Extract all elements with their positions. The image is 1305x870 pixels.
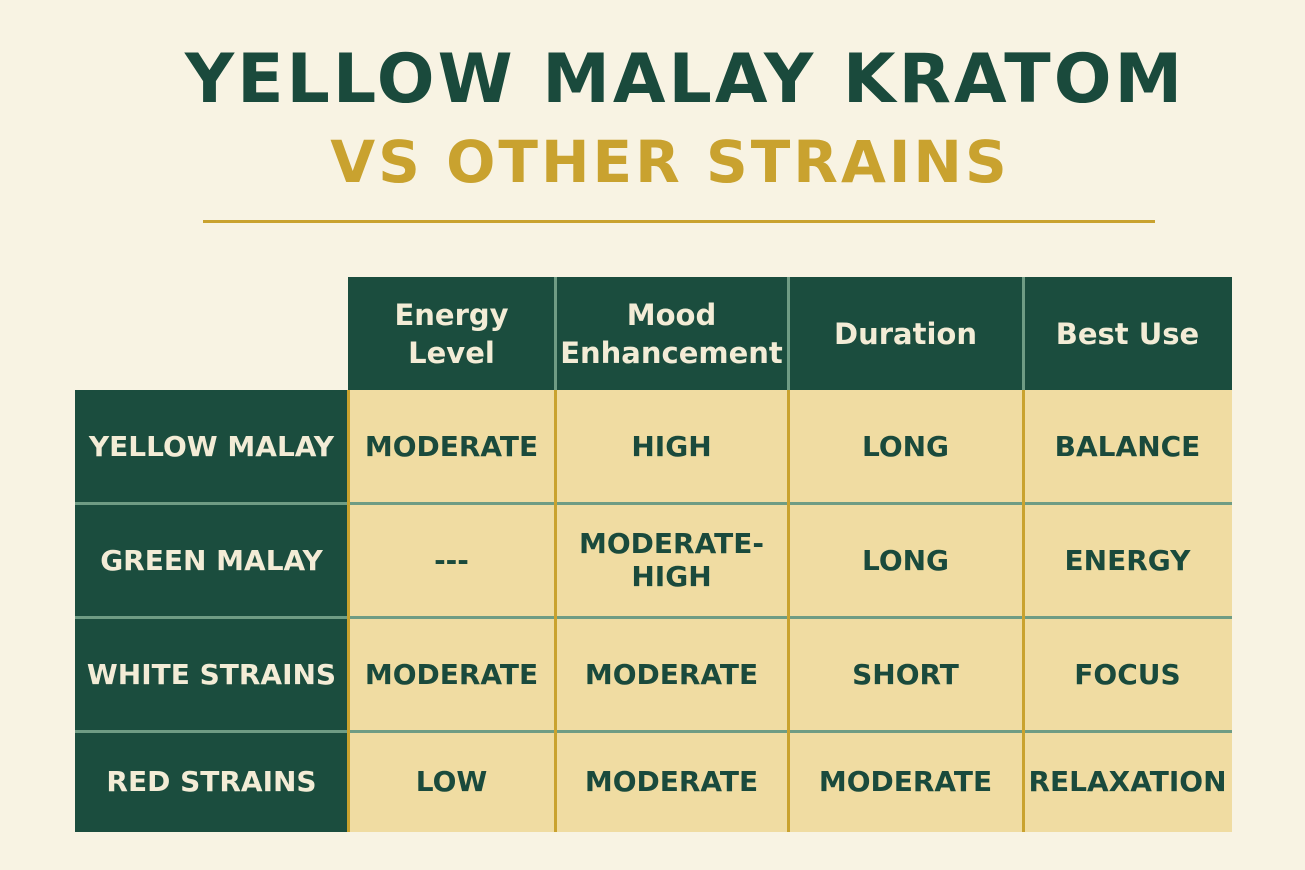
divider (203, 220, 1155, 223)
header-separator (554, 277, 557, 390)
table-cell: --- (348, 503, 555, 617)
table-cell: ENERGY (1023, 503, 1232, 617)
table-cell: SHORT (788, 617, 1023, 731)
table-cell: LOW (348, 731, 555, 832)
title: YELLOW MALAY KRATOM (184, 40, 1186, 119)
table-cell: MODERATE (788, 731, 1023, 832)
subtitle: VS OTHER STRAINS (330, 128, 1010, 196)
table-cell: FOCUS (1023, 617, 1232, 731)
table-cell: MODERATE (348, 617, 555, 731)
row-separator (75, 616, 1232, 619)
column-header: Duration (788, 277, 1023, 390)
row-separator (75, 730, 1232, 733)
table-cell: HIGH (555, 390, 788, 503)
table-cell: LONG (788, 503, 1023, 617)
row-header: RED STRAINS (75, 731, 348, 832)
table-cell: MODERATE (555, 731, 788, 832)
table-cell: RELAXATION (1023, 731, 1232, 832)
row-separator (75, 502, 1232, 505)
header-separator (787, 277, 790, 390)
table-cell: BALANCE (1023, 390, 1232, 503)
column-separator (1022, 390, 1025, 832)
column-header: Energy Level (348, 277, 555, 390)
column-separator (347, 390, 350, 832)
table-cell: MODERATE (555, 617, 788, 731)
row-header: WHITE STRAINS (75, 617, 348, 731)
table-cell: MODERATE (348, 390, 555, 503)
table-cell: MODERATE-HIGH (555, 503, 788, 617)
header-separator (1022, 277, 1025, 390)
column-header: Mood Enhancement (555, 277, 788, 390)
column-separator (787, 390, 790, 832)
table-cell: LONG (788, 390, 1023, 503)
row-header: YELLOW MALAY (75, 390, 348, 503)
column-separator (554, 390, 557, 832)
column-header: Best Use (1023, 277, 1232, 390)
row-header: GREEN MALAY (75, 503, 348, 617)
